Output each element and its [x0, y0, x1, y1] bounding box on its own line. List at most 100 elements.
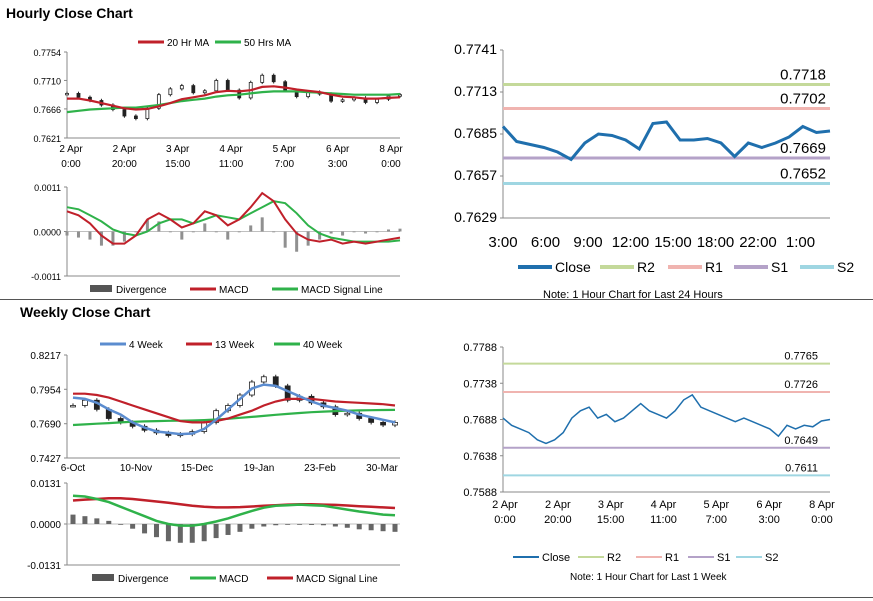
- legend-1w-close-label: Close: [542, 552, 570, 564]
- weekly-price-xtick-label: 30-Mar: [366, 463, 398, 474]
- hourly-price-xtick-time: 11:00: [219, 159, 244, 170]
- weekly-divergence-bar: [320, 524, 326, 526]
- legend-weekly-divergence-label: Divergence: [118, 574, 169, 585]
- hourly-divergence-bar: [203, 223, 207, 232]
- weekly-divergence-bar: [82, 516, 88, 524]
- hourly-macd-signal-line: [66, 200, 401, 243]
- hourly-divergence-bar: [214, 231, 218, 233]
- hourly-divergence-bar: [65, 231, 69, 236]
- weekly-1w-xtick-date: 6 Apr: [756, 499, 782, 511]
- legend-24h-s2-label: S2: [837, 259, 854, 275]
- weekly-macd-ytick-label: -0.0131: [27, 561, 61, 572]
- legend-1w-s1-label: S1: [717, 552, 730, 564]
- hourly-price-candle: [340, 99, 345, 102]
- weekly-1w-r1-label: 0.7726: [784, 379, 818, 391]
- hourly-price-xtick-time: 0:00: [61, 159, 81, 170]
- weekly-1w-xtick-time: 11:00: [650, 514, 677, 526]
- weekly-1w-s1-label: 0.7649: [784, 435, 818, 447]
- hourly-price-candle: [76, 92, 81, 98]
- hourly-macd-ytick-label: -0.0011: [31, 272, 61, 282]
- weekly-price-ytick-label: 0.8217: [30, 351, 61, 362]
- weekly-divergence-bar: [106, 520, 112, 524]
- hourly-price-candle: [122, 109, 127, 117]
- legend-4-week-label: 4 Week: [129, 340, 164, 351]
- weekly-divergence-bar: [130, 524, 136, 529]
- hourly-24h-s2-label: 0.7652: [780, 166, 826, 183]
- hourly-divergence-bar: [122, 231, 126, 242]
- hourly-24h-xtick-label: 18:00: [697, 234, 735, 251]
- weekly-1w-xtick-time: 15:00: [597, 514, 625, 526]
- hourly-price-xtick-date: 8 Apr: [379, 144, 403, 155]
- hourly-divergence-bar: [111, 231, 115, 246]
- hourly-macd-ytick-label: 0.0000: [33, 228, 61, 238]
- weekly-divergence-bar: [261, 524, 267, 527]
- legend-hourly-divergence-label: Divergence: [116, 285, 167, 296]
- hourly-section-title: Hourly Close Chart: [6, 5, 133, 21]
- weekly-price-candle: [82, 399, 88, 406]
- weekly-price-candle: [260, 376, 267, 383]
- weekly-divergence-bar: [118, 524, 124, 525]
- hourly-24h-xtick-label: 1:00: [786, 234, 815, 251]
- weekly-divergence-bar: [237, 524, 243, 532]
- weekly-1w-xtick-date: 2 Apr: [545, 499, 571, 511]
- hourly-24h-xtick-label: 6:00: [531, 234, 560, 251]
- hourly-price-xtick-date: 6 Apr: [326, 144, 350, 155]
- weekly-price-xtick-label: 15-Dec: [181, 463, 213, 474]
- weekly-price-candle: [380, 422, 386, 426]
- legend-40-week-label: 40 Week: [303, 340, 343, 351]
- weekly-1w-xtick-date: 3 Apr: [598, 499, 624, 511]
- weekly-1w-xtick-date: 4 Apr: [651, 499, 677, 511]
- weekly-4-week-line: [72, 383, 396, 436]
- hourly-24h-ytick-label: 0.7685: [454, 125, 497, 141]
- hourly-24h-ytick-label: 0.7741: [454, 41, 497, 57]
- weekly-1w-close-line: [502, 393, 831, 445]
- weekly-divergence-bar: [285, 524, 291, 525]
- hourly-price-xtick-date: 2 Apr: [113, 144, 137, 155]
- hourly-price-candle: [191, 85, 196, 94]
- hourly-price-candle: [202, 90, 207, 94]
- weekly-divergence-bar: [356, 524, 362, 530]
- weekly-divergence-bar: [70, 514, 76, 524]
- weekly-divergence-bar: [225, 524, 231, 535]
- hourly-price-candle: [156, 94, 161, 109]
- hourly-price-candle: [168, 88, 173, 96]
- hourly-price-xtick-date: 4 Apr: [219, 144, 243, 155]
- hourly-divergence-bar: [157, 221, 161, 232]
- weekly-1w-xtick-date: 2 Apr: [492, 499, 518, 511]
- hourly-24h-close-line: [501, 120, 831, 162]
- hourly-divergence-bar: [375, 231, 379, 233]
- hourly-divergence-bar: [237, 231, 241, 233]
- hourly-price-ytick-label: 0.7754: [33, 48, 61, 58]
- legend-1w-r1-label: R1: [665, 552, 679, 564]
- hourly-divergence-bar: [88, 231, 92, 240]
- hourly-divergence-bar: [387, 229, 391, 232]
- hourly-price-xtick-date: 2 Apr: [59, 144, 83, 155]
- weekly-divergence-bar: [344, 524, 350, 528]
- weekly-13-week-line: [73, 392, 396, 424]
- weekly-price-ytick-label: 0.7690: [30, 420, 61, 431]
- hourly-24h-r2-label: 0.7718: [780, 67, 826, 84]
- weekly-divergence-bar: [201, 524, 207, 542]
- hourly-24h-xtick-label: 9:00: [573, 234, 602, 251]
- hourly-divergence-bar: [272, 231, 276, 233]
- hourly-price-candle: [271, 74, 276, 83]
- hourly-price-candle: [65, 92, 69, 96]
- hourly-24h-ytick-label: 0.7629: [454, 209, 497, 225]
- hourly-divergence-bar: [364, 231, 368, 234]
- hourly-price-candle: [260, 74, 265, 83]
- hourly-price-xtick-time: 0:00: [381, 159, 401, 170]
- weekly-1w-xtick-time: 7:00: [706, 514, 727, 526]
- weekly-divergence-bar: [189, 524, 195, 543]
- hourly-price-candle: [283, 81, 288, 92]
- weekly-1w-xtick-date: 8 Apr: [809, 499, 835, 511]
- weekly-divergence-bar: [380, 524, 386, 532]
- hourly-macd-ytick-label: 0.0011: [34, 183, 61, 193]
- hourly-divergence-bar: [76, 231, 80, 238]
- weekly-1w-xtick-time: 3:00: [758, 514, 779, 526]
- legend-24h-r1-label: R1: [705, 259, 723, 275]
- legend-weekly-divergence-swatch: [92, 574, 114, 581]
- hourly-divergence-bar: [168, 231, 172, 233]
- hourly-price-ytick-label: 0.7621: [33, 134, 61, 144]
- hourly-price-xtick-date: 3 Apr: [166, 144, 190, 155]
